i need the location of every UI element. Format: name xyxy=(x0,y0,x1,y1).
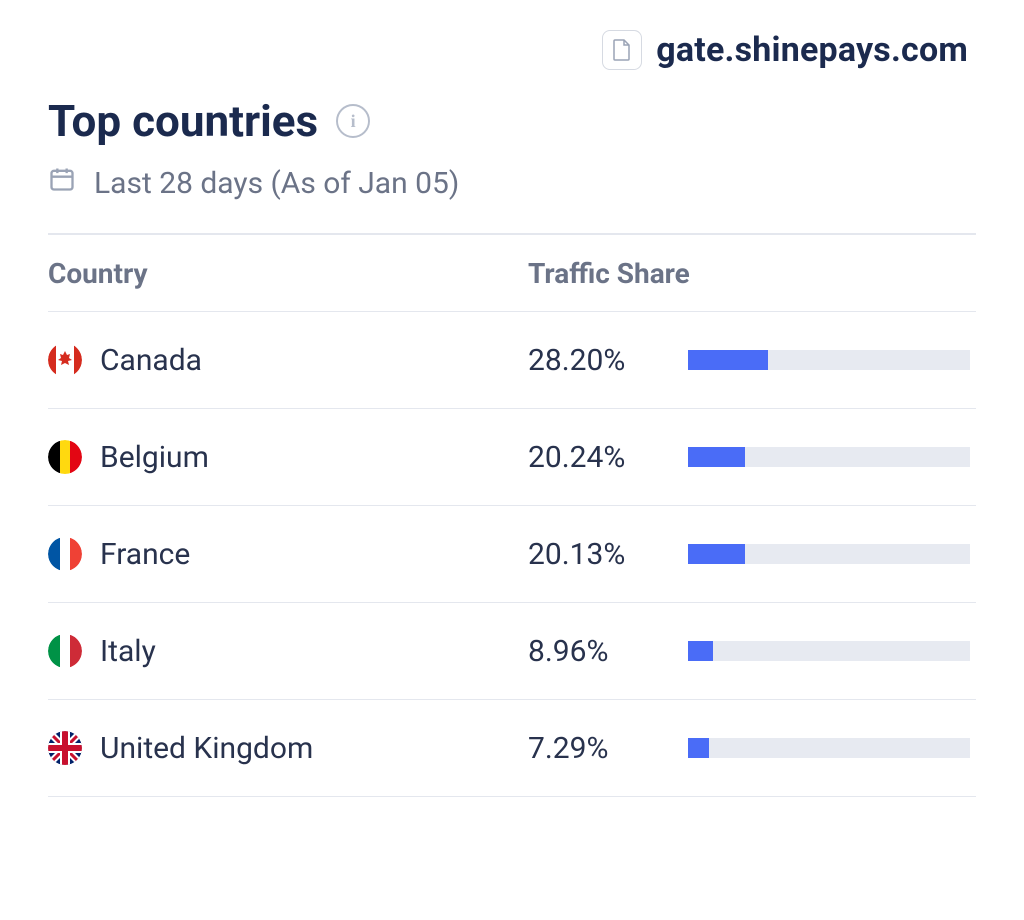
file-icon xyxy=(602,30,642,70)
calendar-icon xyxy=(48,165,76,201)
country-name: Italy xyxy=(100,634,156,669)
flag-icon xyxy=(48,343,82,377)
country-name: United Kingdom xyxy=(100,731,313,766)
traffic-share-value: 28.20% xyxy=(528,343,688,378)
table-row[interactable]: United Kingdom 7.29% xyxy=(48,700,976,797)
table-row[interactable]: Canada 28.20% xyxy=(48,312,976,409)
flag-icon xyxy=(48,440,82,474)
share-bar xyxy=(688,447,976,467)
traffic-share-value: 7.29% xyxy=(528,731,688,766)
countries-table: Country Traffic Share Canada 28.20% xyxy=(48,233,976,797)
table-row[interactable]: Belgium 20.24% xyxy=(48,409,976,506)
table-header: Country Traffic Share xyxy=(48,235,976,312)
page-title: Top countries xyxy=(48,95,318,147)
country-name: France xyxy=(100,537,190,572)
domain-row: gate.shinepays.com xyxy=(48,30,976,70)
date-range-label: Last 28 days (As of Jan 05) xyxy=(94,166,459,201)
share-bar xyxy=(688,544,976,564)
traffic-share-value: 20.13% xyxy=(528,537,688,572)
col-header-country: Country xyxy=(48,257,528,290)
traffic-share-value: 8.96% xyxy=(528,634,688,669)
share-bar xyxy=(688,350,976,370)
info-icon[interactable]: i xyxy=(336,104,370,138)
table-row[interactable]: France 20.13% xyxy=(48,506,976,603)
share-bar xyxy=(688,738,976,758)
table-row[interactable]: Italy 8.96% xyxy=(48,603,976,700)
flag-icon xyxy=(48,634,82,668)
country-name: Belgium xyxy=(100,440,209,475)
col-header-share: Traffic Share xyxy=(528,257,976,290)
flag-icon xyxy=(48,537,82,571)
domain-text: gate.shinepays.com xyxy=(656,30,968,70)
country-name: Canada xyxy=(100,343,202,378)
flag-icon xyxy=(48,731,82,765)
share-bar xyxy=(688,641,976,661)
traffic-share-value: 20.24% xyxy=(528,440,688,475)
